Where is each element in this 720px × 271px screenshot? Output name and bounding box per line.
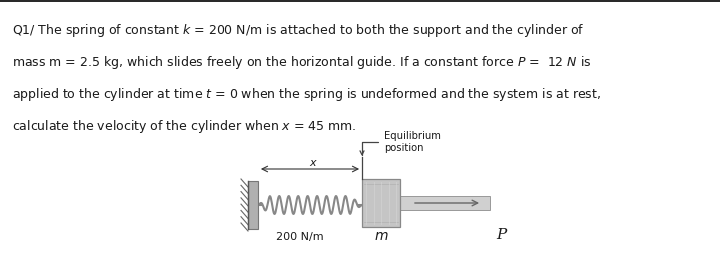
Text: applied to the cylinder at time $t$ = 0 when the spring is undeformed and the sy: applied to the cylinder at time $t$ = 0 … [12, 86, 601, 103]
Bar [362, 179, 400, 227]
Text: x: x [310, 158, 316, 168]
Text: calculate the velocity of the cylinder when $x$ = 45 mm.: calculate the velocity of the cylinder w… [12, 118, 357, 135]
Text: 200 N/m: 200 N/m [276, 232, 323, 242]
Text: P: P [496, 228, 506, 242]
Text: m: m [374, 229, 388, 243]
Bar [400, 196, 490, 210]
Text: Equilibrium
position: Equilibrium position [360, 131, 441, 155]
Text: Q1/ The spring of constant $k$ = 200 N/m is attached to both the support and the: Q1/ The spring of constant $k$ = 200 N/m… [12, 22, 585, 39]
Text: mass m = 2.5 kg, which slides freely on the horizontal guide. If a constant forc: mass m = 2.5 kg, which slides freely on … [12, 54, 592, 71]
Bar [248, 181, 258, 229]
